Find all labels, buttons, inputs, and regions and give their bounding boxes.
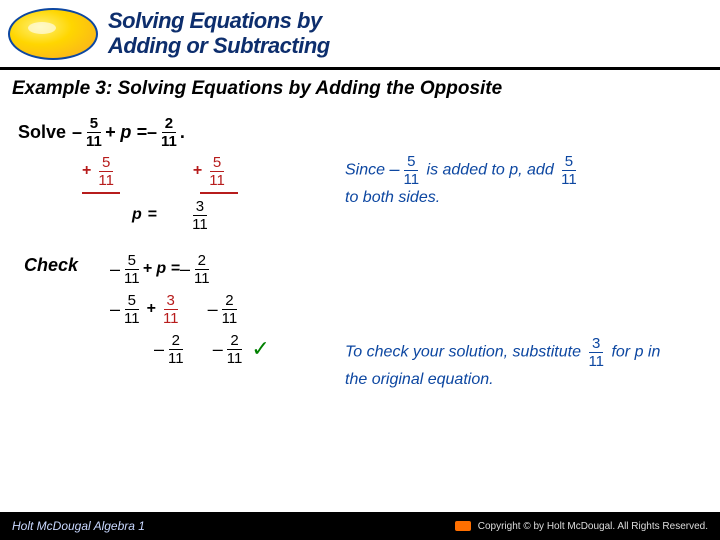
footer-badge-icon [455, 521, 471, 531]
footer-right: Copyright © by Holt McDougal. All Rights… [455, 521, 708, 532]
slide-footer: Holt McDougal Algebra 1 Copyright © by H… [0, 512, 720, 540]
title-line-1: Solving Equations by [108, 9, 330, 33]
slide-header: Solving Equations by Adding or Subtracti… [0, 0, 720, 70]
header-title: Solving Equations by Adding or Subtracti… [108, 9, 330, 57]
rhs-frac: 2 11 [161, 116, 177, 149]
lhs-frac: 5 11 [86, 116, 102, 149]
check-row-3: – 211 – 211 ✓ [154, 329, 270, 369]
solve-label: Solve [18, 122, 66, 143]
period: . [180, 122, 185, 143]
check-row-2: – 511 + 311 – 211 [110, 289, 270, 329]
plus-p-eq: + p = [105, 122, 147, 143]
example-header: Example 3: Solving Equations by Adding t… [0, 70, 720, 106]
checkmark-icon: ✓ [251, 336, 269, 362]
title-line-2: Adding or Subtracting [108, 34, 330, 58]
logo-ellipse [8, 8, 98, 60]
rhs-sign: – [147, 122, 157, 143]
explanation-2: To check your solution, substitute 311 f… [345, 336, 665, 391]
explanation-1: Since –511 is added to p, add 511 to bot… [345, 154, 715, 209]
slide-content: Solve – 5 11 + p = – 2 11 . + 5 11 + 5 1… [0, 106, 720, 486]
footer-left: Holt McDougal Algebra 1 [12, 519, 145, 533]
example-title: Example 3: Solving Equations by Adding t… [12, 78, 708, 100]
check-row-1: – 511 + p = – 211 [110, 249, 270, 289]
problem-statement: Solve – 5 11 + p = – 2 11 . [18, 116, 702, 149]
check-label: Check [24, 249, 110, 369]
substituted-value: 311 [163, 293, 179, 326]
check-math: – 511 + p = – 211 – 511 + 311 – 211 – 21… [110, 249, 270, 369]
lhs-sign: – [72, 122, 82, 143]
